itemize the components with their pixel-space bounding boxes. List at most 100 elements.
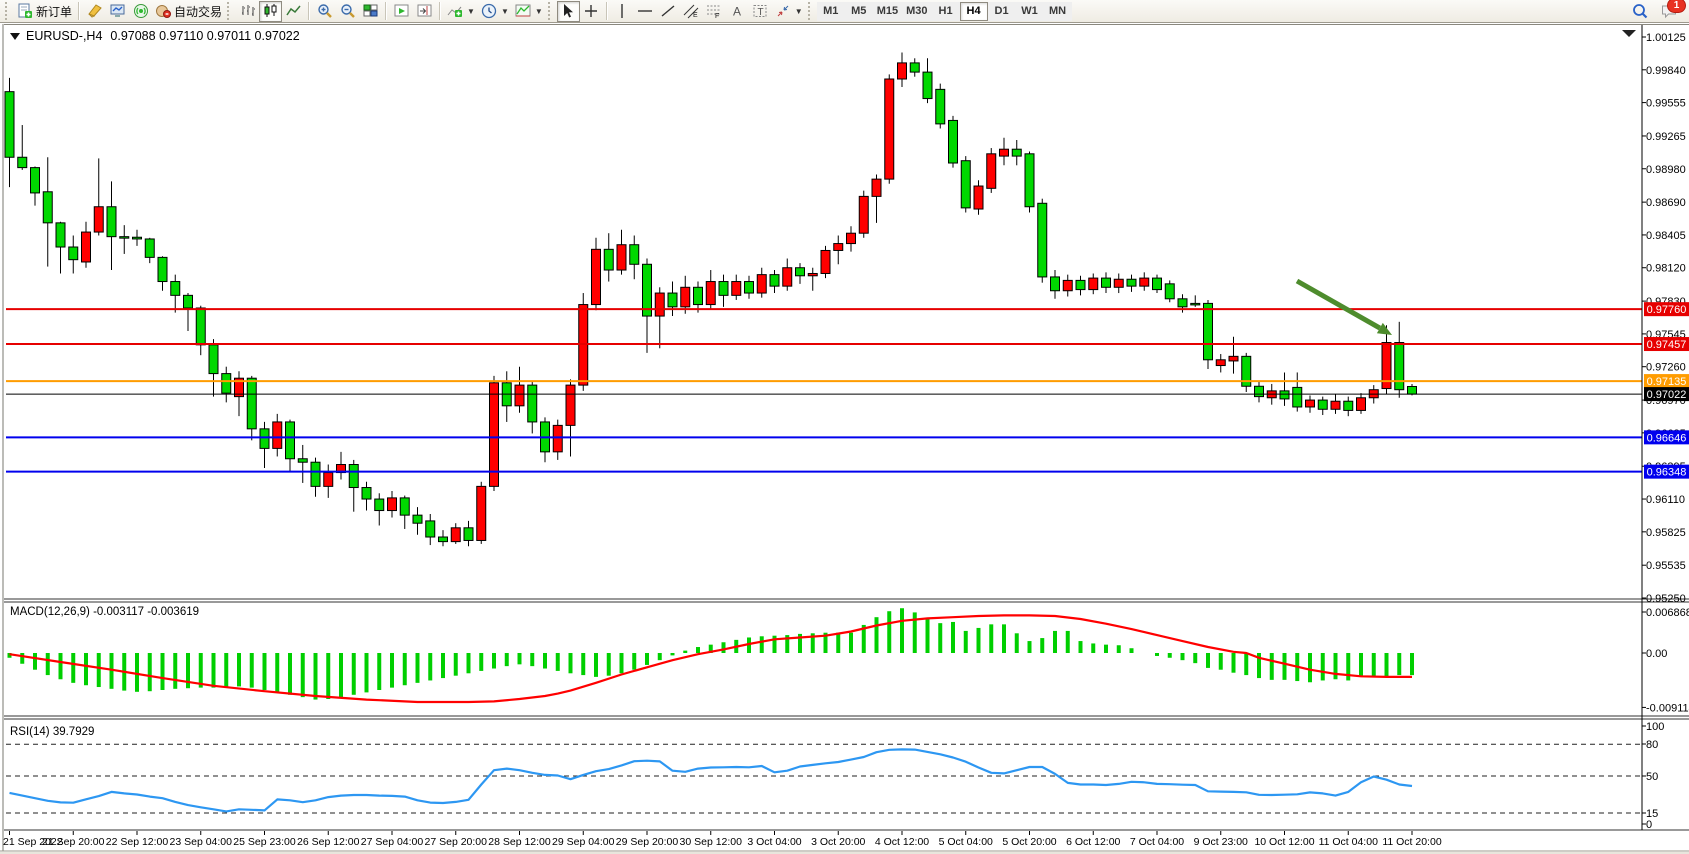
bar-chart-button[interactable] <box>236 1 259 22</box>
candle-body-bull <box>272 421 283 449</box>
chart-shift-icon <box>417 4 432 17</box>
timeframe-button-M5[interactable]: M5 <box>844 1 873 21</box>
rsi-tick-label: 80 <box>1646 739 1658 751</box>
candle-body-bear <box>1394 342 1405 391</box>
candle-body-bear <box>1292 386 1303 408</box>
fibonacci-tool-button[interactable] <box>703 1 726 22</box>
candle-body-bull <box>807 272 818 277</box>
crosshair-tool-button[interactable] <box>580 1 603 22</box>
candle-body-bull <box>450 527 461 543</box>
arrows-tool-button[interactable]: ▼ <box>772 1 806 22</box>
time-tick-label[interactable]: 5 Oct 20:00 <box>1002 836 1056 848</box>
time-tick-label[interactable]: 22 Sep 12:00 <box>106 836 169 848</box>
candle-body-bear <box>1164 283 1175 300</box>
time-tick-label[interactable]: 21 Sep 20:00 <box>42 836 105 848</box>
chart-shift-button[interactable] <box>413 1 436 22</box>
time-tick-label[interactable]: 4 Oct 12:00 <box>875 836 929 848</box>
time-tick-label[interactable]: 3 Oct 04:00 <box>747 836 801 848</box>
time-tick-label[interactable]: 11 Oct 04:00 <box>1319 836 1379 848</box>
candle-body-bear <box>195 307 206 346</box>
auto-scroll-button[interactable] <box>390 1 413 22</box>
autotrading-button[interactable]: 自动交易 <box>152 1 225 22</box>
zoom-out-button[interactable] <box>336 1 359 22</box>
candle-body-bull <box>986 153 997 189</box>
trend-arrow-line[interactable] <box>1295 278 1382 331</box>
candle-body-bear <box>463 527 474 541</box>
timeframe-button-W1[interactable]: W1 <box>1015 1 1044 21</box>
channel-tool-button[interactable] <box>680 1 703 22</box>
signals-button[interactable] <box>129 1 152 22</box>
candle-body-bull <box>973 185 984 210</box>
new-order-button[interactable]: 新订单 <box>14 1 75 22</box>
time-tick-label[interactable]: 25 Sep 23:00 <box>233 836 296 848</box>
time-tick-label[interactable]: 30 Sep 12:00 <box>680 836 743 848</box>
time-tick-label[interactable]: 29 Sep 20:00 <box>616 836 679 848</box>
candle-body-bear <box>1050 276 1060 292</box>
time-tick-label[interactable]: 7 Oct 04:00 <box>1130 836 1184 848</box>
timeframe-button-M30[interactable]: M30 <box>902 1 932 21</box>
trendline-tool-button[interactable] <box>657 1 680 22</box>
tile-windows-button[interactable] <box>359 1 382 22</box>
candle-body-bull <box>1088 277 1099 291</box>
time-tick-label[interactable]: 27 Sep 04:00 <box>361 836 424 848</box>
timeframe-button-M1[interactable]: M1 <box>816 1 845 21</box>
search-button[interactable] <box>1628 1 1651 22</box>
candle-body-bull <box>514 384 525 407</box>
time-tick-label[interactable]: 11 Oct 20:00 <box>1382 836 1442 848</box>
timeframe-button-MN[interactable]: MN <box>1043 1 1072 21</box>
timeframe-button-H4[interactable]: H4 <box>959 1 988 21</box>
separator <box>385 2 388 20</box>
candle-body-bull <box>1139 277 1150 287</box>
time-tick-label[interactable]: 26 Sep 12:00 <box>297 836 360 848</box>
time-tick-label[interactable]: 3 Oct 20:00 <box>811 836 865 848</box>
candle-body-bull <box>680 286 691 308</box>
zoom-out-icon <box>340 3 355 19</box>
line-chart-button[interactable] <box>282 1 305 22</box>
metaeditor-button[interactable] <box>83 1 106 22</box>
time-tick-label[interactable]: 9 Oct 23:00 <box>1194 836 1248 848</box>
chart-shift-marker[interactable] <box>1622 30 1636 37</box>
timeframe-button-D1[interactable]: D1 <box>987 1 1016 21</box>
time-tick-label[interactable]: 21 Sep 2022 <box>3 836 63 848</box>
cursor-tool-button[interactable] <box>556 0 580 22</box>
charts-window-button[interactable] <box>106 1 129 22</box>
text-tool-button[interactable] <box>726 1 749 22</box>
trend-arrow-head[interactable] <box>1376 322 1392 335</box>
candlestick-icon <box>264 3 277 18</box>
time-tick-label[interactable]: 28 Sep 12:00 <box>488 836 551 848</box>
price-tick-label: 0.96110 <box>1646 494 1685 506</box>
candle-body-bear <box>132 236 142 240</box>
text-label-tool-button[interactable] <box>749 1 772 22</box>
toolbar-grip[interactable] <box>547 2 553 20</box>
time-tick-label[interactable]: 27 Sep 20:00 <box>425 836 488 848</box>
candle-body-bear <box>17 156 28 169</box>
candle-body-bear <box>348 464 359 489</box>
notifications-button[interactable]: 1 <box>1657 0 1686 22</box>
time-tick-label[interactable]: 10 Oct 12:00 <box>1254 836 1314 848</box>
chart-menu-toggle[interactable] <box>10 33 20 40</box>
toolbar-grip[interactable] <box>227 2 232 20</box>
time-tick-label[interactable]: 5 Oct 04:00 <box>939 836 993 848</box>
time-tick-label[interactable]: 6 Oct 12:00 <box>1066 836 1120 848</box>
candlestick-chart-button[interactable] <box>259 0 283 22</box>
candle-body-bear <box>438 536 448 543</box>
toolbar-grip[interactable] <box>5 2 10 20</box>
toolbar-grip[interactable] <box>807 2 813 20</box>
timeframe-button-H1[interactable]: H1 <box>931 1 960 21</box>
trendline-icon <box>661 5 675 17</box>
periods-button[interactable]: ▼ <box>478 1 512 22</box>
time-tick-label[interactable]: 23 Sep 04:00 <box>170 836 233 848</box>
timeframe-button-M15[interactable]: M15 <box>872 1 903 21</box>
indicators-button[interactable]: ▼ <box>444 1 478 22</box>
crosshair-icon <box>584 4 598 18</box>
vertical-line-tool-button[interactable] <box>611 1 634 22</box>
candle-body-bull <box>820 249 831 274</box>
candle-body-bear <box>948 119 958 164</box>
zoom-in-button[interactable] <box>313 1 336 22</box>
templates-button[interactable]: ▼ <box>512 1 546 22</box>
horizontal-line-tool-button[interactable] <box>634 1 657 22</box>
time-tick-label[interactable]: 29 Sep 04:00 <box>552 836 615 848</box>
candle-body-bear <box>769 274 780 287</box>
price-tick-label: 0.97260 <box>1646 362 1686 374</box>
